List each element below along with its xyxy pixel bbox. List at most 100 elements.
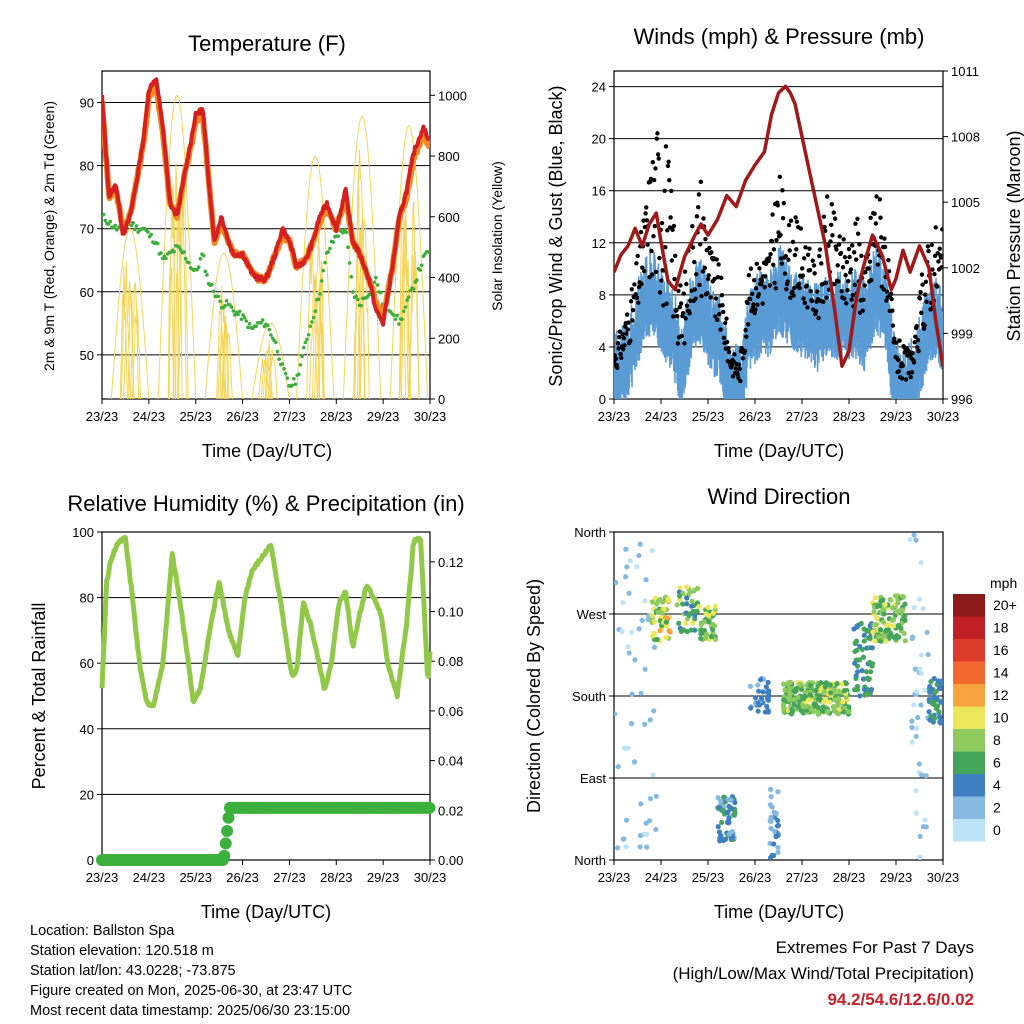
winds-xtick-label: 24/23 [645,409,678,424]
gust-point [638,229,644,235]
wind-direction-point [935,678,941,684]
gust-point [655,152,661,157]
gust-point [918,289,923,295]
gust-point [782,271,788,276]
gust-point [860,308,865,313]
rh-frame [101,531,431,861]
gust-point [665,163,671,169]
gust-point [706,273,711,278]
gust-point [677,304,682,310]
wind-direction-xlabel: Time (Day/UTC) [714,902,844,922]
dewpoint-point [275,349,280,354]
wind-direction-point [747,683,754,689]
gust-point [751,302,756,307]
wind-direction-point [913,733,919,740]
solar-insolation-line [399,262,411,399]
wind-direction-point [902,638,908,644]
wind-direction-point [797,681,803,687]
colorbar-label: 20+ [993,597,1017,613]
dewpoint-point [183,256,188,261]
gust-point [713,296,719,301]
gust-point [821,299,826,304]
wind-direction-point [872,595,879,601]
wind-direction-point [857,643,863,650]
wind-direction-point [913,537,919,543]
wind-direction-point [872,638,878,644]
gust-point [715,274,721,280]
solar-insolation-envelope [157,94,197,399]
wind-direction-point [661,606,667,612]
gust-point [934,284,940,289]
wind-direction-point [756,688,762,694]
gust-point [768,251,773,257]
gust-point [684,303,690,308]
wind-direction-point [888,631,894,637]
gust-point [740,356,746,361]
gust-point [900,363,906,368]
wind-direction-point [702,635,709,641]
gust-point [617,334,622,340]
dewpoint-point [172,249,176,254]
winddir-xtick-label: 28/23 [833,870,866,885]
wind-direction-point [859,668,865,674]
dewpoint-point [354,294,359,299]
gust-point [644,218,650,223]
solar-insolation-line [176,203,187,399]
gust-point [837,234,842,239]
wind-direction-point [614,711,618,717]
gust-point [896,357,901,363]
rh-y2tick-label: 0.12 [438,555,463,570]
wind-direction-point [902,613,908,619]
wind-direction-point [768,825,774,831]
gust-point [748,266,754,271]
winds-y2tick-label: 1011 [951,64,979,79]
wind-direction-point [651,619,658,625]
temp-xtick-label: 27/23 [273,409,306,424]
dewpoint-point [237,309,242,314]
gust-point [878,215,883,220]
gust-point [890,323,896,328]
gust-point [844,259,850,265]
wind-direction-point [649,612,655,619]
gust-point [794,219,800,224]
gust-point [678,283,683,288]
wind-direction-point [637,541,643,547]
wind-direction-point [684,595,690,601]
colorbar-label: 4 [993,777,1001,793]
wind-direction-point [913,788,919,794]
gust-point [929,242,935,248]
winds-y2tick-label: 1002 [951,261,980,276]
wind-direction-point [840,699,846,705]
gust-point [849,297,854,302]
dewpoint-point [280,362,285,366]
wind-direction-point [821,699,827,705]
wind-direction-point [931,676,937,682]
gust-point [709,250,714,255]
winddir-ytick-label: East [580,771,606,786]
wind-direction-point [787,685,793,691]
dewpoint-point [326,250,331,254]
gust-point [915,345,920,350]
gust-point [692,259,697,265]
wind-direction-point [922,817,928,823]
gust-point [653,166,658,171]
gust-point [721,309,726,315]
gust-point [801,296,806,301]
wind-direction-point [765,708,771,714]
wind-direction-point [795,694,801,701]
extremes-subtitle: (High/Low/Max Wind/Total Precipitation) [672,964,974,983]
colorbar-unit: mph [990,575,1017,591]
wind-direction-point [632,657,638,663]
wind-direction-point [698,631,704,637]
gust-point [724,316,729,321]
gust-point [847,254,852,260]
gust-point [800,273,806,278]
gust-point [915,338,921,343]
gust-point [882,244,888,250]
solar-insolation-line [262,357,270,399]
wind-direction-point [827,682,833,688]
wind-direction-point [692,627,698,633]
gust-point [828,239,833,244]
colorbar-label: 18 [993,620,1009,636]
gust-point [650,160,656,165]
